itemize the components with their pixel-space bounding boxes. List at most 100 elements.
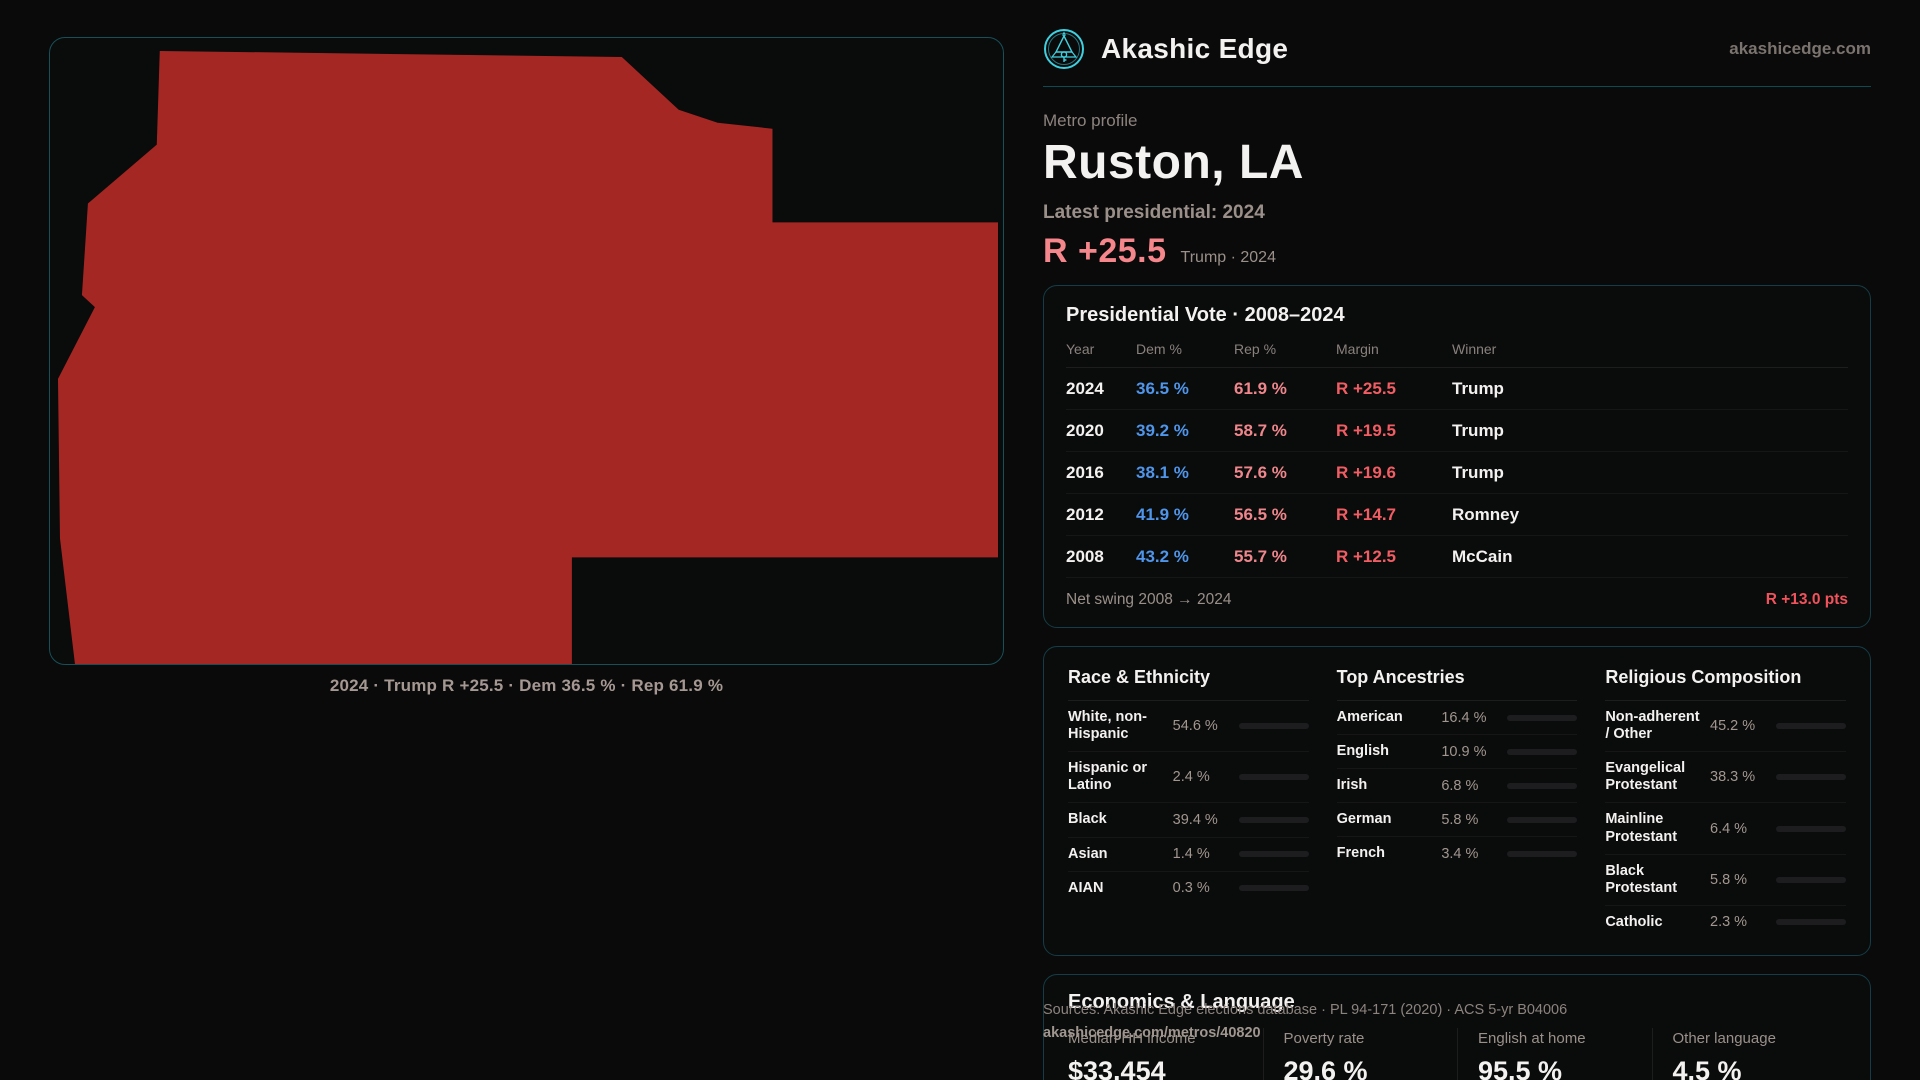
winner-cell: Trump: [1452, 378, 1504, 398]
stat-label: Black Protestant: [1605, 862, 1678, 896]
religion-section-title: Religious Composition: [1605, 667, 1846, 701]
stat-value: 1.4 %: [1172, 846, 1210, 863]
table-row: 2020 39.2 % 58.7 % R +19.5 Trump: [1066, 410, 1848, 452]
table-row: 2024 36.5 % 61.9 % R +25.5 Trump: [1066, 368, 1848, 410]
econ-stat: Poverty rate 29.6 %: [1262, 1027, 1458, 1080]
ancestries-section-title: Top Ancestries: [1336, 667, 1578, 701]
stat-value: 39.4 %: [1172, 811, 1218, 828]
ancestries-section: Top Ancestries American 16.4 % English 1…: [1336, 667, 1578, 939]
list-item: AIAN 0.3 %: [1068, 872, 1309, 905]
sources-text: Sources: Akashic Edge elections database…: [1043, 1002, 1568, 1018]
margin-cell: R +14.7: [1336, 504, 1397, 524]
stat-label: AIAN: [1068, 879, 1104, 896]
stat-label: Catholic: [1605, 913, 1663, 930]
list-item: Non-adherent / Other 45.2 %: [1605, 701, 1846, 753]
sources-permalink[interactable]: akashicedge.com/metros/40820: [1043, 1025, 1261, 1041]
col-dem: Dem %: [1136, 341, 1182, 357]
year-cell: 2012: [1066, 504, 1104, 524]
race-section-title: Race & Ethnicity: [1068, 667, 1309, 701]
econ-stat-value: 95.5 %: [1478, 1055, 1563, 1080]
page-title: Ruston, LA: [1043, 136, 1304, 189]
table-row: 2012 41.9 % 56.5 % R +14.7 Romney: [1066, 494, 1848, 536]
stat-label: Irish: [1336, 777, 1368, 794]
dem-cell: 43.2 %: [1136, 546, 1189, 566]
brand-name: Akashic Edge: [1101, 33, 1289, 64]
rep-cell: 56.5 %: [1234, 504, 1287, 524]
col-winner: Winner: [1452, 341, 1497, 357]
list-item: Catholic 2.3 %: [1605, 906, 1846, 939]
vote-table-header: Year Dem % Rep % Margin Winner: [1066, 341, 1848, 368]
stat-value: 16.4 %: [1441, 709, 1487, 726]
stat-bar: [1507, 714, 1578, 721]
econ-stat-label: Poverty rate: [1283, 1029, 1365, 1047]
map-caption: 2024 · Trump R +25.5 · Dem 36.5 % · Rep …: [329, 676, 724, 695]
econ-stat-label: English at home: [1478, 1029, 1586, 1047]
stat-value: 2.3 %: [1710, 914, 1748, 931]
headline-margin-context: Trump · 2024: [1180, 249, 1276, 266]
stat-bar: [1776, 825, 1846, 832]
stat-value: 5.8 %: [1441, 811, 1479, 828]
stat-bar: [1776, 723, 1846, 730]
dem-cell: 38.1 %: [1136, 462, 1189, 482]
race-ethnicity-section: Race & Ethnicity White, non-Hispanic 54.…: [1068, 667, 1309, 939]
stat-label: Evangelical Protestant: [1605, 760, 1686, 794]
dem-cell: 39.2 %: [1136, 420, 1189, 440]
sources-block: Sources: Akashic Edge elections database…: [1043, 1002, 1871, 1041]
list-item: Asian 1.4 %: [1068, 838, 1309, 872]
stat-bar: [1238, 851, 1309, 858]
stat-value: 45.2 %: [1710, 718, 1756, 735]
margin-cell: R +19.5: [1336, 420, 1397, 440]
winner-cell: Romney: [1452, 504, 1520, 524]
profile-panel: Akashic Edge akashicedge.com Metro profi…: [1043, 0, 1871, 1080]
religion-section: Religious Composition Non-adherent / Oth…: [1605, 667, 1846, 939]
econ-stat: Other language 4.5 %: [1651, 1027, 1847, 1080]
econ-stat-label: Median HH income: [1068, 1029, 1196, 1047]
stat-value: 5.8 %: [1710, 871, 1748, 888]
stat-label: White, non-Hispanic: [1068, 709, 1147, 743]
metro-shape-polygon: [57, 50, 999, 664]
econ-stat: English at home 95.5 %: [1457, 1027, 1652, 1080]
econ-stat-label: Other language: [1672, 1029, 1776, 1047]
list-item: Mainline Protestant 6.4 %: [1605, 803, 1846, 855]
winner-cell: McCain: [1452, 546, 1513, 566]
headline-margin-value: R +25.5: [1043, 232, 1167, 270]
brand-url-link[interactable]: akashicedge.com: [1729, 39, 1871, 58]
stat-value: 10.9 %: [1441, 743, 1487, 760]
stat-label: American: [1336, 709, 1403, 725]
stat-bar: [1238, 723, 1309, 730]
metro-map-panel: [49, 37, 1004, 665]
stat-bar: [1776, 774, 1846, 781]
metro-profile-eyebrow: Metro profile: [1043, 111, 1138, 130]
year-cell: 2020: [1066, 420, 1104, 440]
stat-label: English: [1336, 743, 1390, 760]
list-item: English 10.9 %: [1336, 735, 1578, 770]
econ-stat-value: 4.5 %: [1672, 1055, 1742, 1080]
stat-bar: [1776, 919, 1846, 926]
stat-bar: [1238, 774, 1309, 781]
headline-margin: R +25.5 Trump · 2024: [1043, 232, 1871, 271]
list-item: German 5.8 %: [1336, 803, 1578, 838]
stat-bar: [1507, 782, 1578, 789]
akashic-emblem-icon: [1043, 28, 1085, 70]
econ-stat-value: 29.6 %: [1283, 1055, 1368, 1080]
table-row: 2008 43.2 % 55.7 % R +12.5 McCain: [1066, 536, 1848, 578]
margin-cell: R +25.5: [1336, 378, 1397, 398]
stat-label: Hispanic or Latino: [1068, 760, 1147, 794]
brand-header: Akashic Edge akashicedge.com: [1043, 0, 1871, 70]
latest-presidential-label: Latest presidential: 2024: [1043, 202, 1265, 223]
dem-cell: 41.9 %: [1136, 504, 1189, 524]
col-margin: Margin: [1336, 341, 1379, 357]
stat-value: 38.3 %: [1710, 769, 1756, 786]
winner-cell: Trump: [1452, 420, 1504, 440]
vote-card-title: Presidential Vote · 2008–2024: [1066, 304, 1345, 326]
stat-bar: [1507, 816, 1578, 823]
stat-label: Asian: [1068, 845, 1108, 862]
stat-label: French: [1336, 845, 1385, 862]
stat-bar: [1507, 748, 1578, 755]
stat-value: 0.3 %: [1172, 880, 1210, 897]
net-swing-row: Net swing 2008 → 2024 R +13.0 pts: [1066, 578, 1848, 613]
stat-bar: [1238, 816, 1309, 823]
col-year: Year: [1066, 341, 1095, 357]
stat-value: 2.4 %: [1172, 769, 1210, 786]
demographics-card: Race & Ethnicity White, non-Hispanic 54.…: [1043, 646, 1871, 956]
